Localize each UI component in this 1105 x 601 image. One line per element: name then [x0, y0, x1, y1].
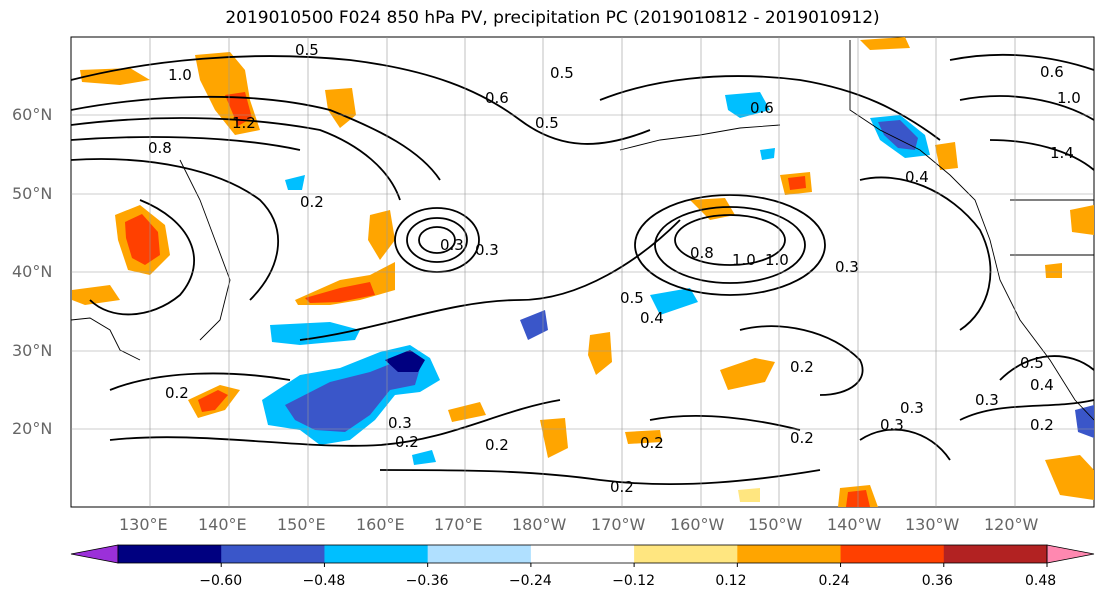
- contour-label: 1.0: [765, 251, 789, 269]
- colorbar-tick-label: 0.12: [715, 573, 747, 589]
- contour-label: 0.5: [1020, 354, 1044, 372]
- latitude-label: 30°N: [12, 341, 53, 360]
- longitude-label: 160°W: [670, 515, 725, 534]
- colorbar-tick-label: 0.48: [1025, 573, 1057, 589]
- contour-label: 1.0: [1057, 89, 1081, 107]
- longitude-label: 130°E: [119, 515, 168, 534]
- precip-shading: [72, 37, 1094, 507]
- contour-label: 0.5: [620, 289, 644, 307]
- colorbar-outline: [117, 544, 1048, 564]
- colorbar-tick-label: −0.48: [302, 573, 346, 589]
- colorbar-segment: [427, 545, 532, 563]
- contour-label: 0.6: [1040, 63, 1064, 81]
- contour-label: 0.3: [440, 236, 464, 254]
- colorbar-segment: [840, 545, 945, 563]
- gridlines: [71, 37, 1094, 507]
- contour-label: 0.3: [388, 414, 412, 432]
- figure-title: 2019010500 F024 850 hPa PV, precipitatio…: [225, 8, 880, 28]
- longitude-label: 130°W: [905, 515, 960, 534]
- contour-label: 0.2: [790, 429, 814, 447]
- longitude-label: 140°E: [198, 515, 247, 534]
- colorbar-tick-label: 0.24: [818, 573, 850, 589]
- contour-label: 0.5: [295, 41, 319, 59]
- contour-label: 0.2: [1030, 416, 1054, 434]
- colorbar: [70, 544, 1095, 567]
- contour-label: 0.2: [395, 433, 419, 451]
- latitude-label: 40°N: [12, 262, 53, 281]
- longitude-label: 150°W: [748, 515, 803, 534]
- contour-label: 0.4: [905, 168, 929, 186]
- contour-label: 0.5: [550, 64, 574, 82]
- longitude-label: 170°E: [434, 515, 483, 534]
- contour-label: 0.2: [300, 193, 324, 211]
- contour-label: 0.5: [535, 114, 559, 132]
- longitude-label: 150°E: [277, 515, 326, 534]
- contour-label: 0.2: [790, 358, 814, 376]
- longitude-label: 140°W: [827, 515, 882, 534]
- contour-labels: 1.00.50.60.81.2 0.50.30.20.61.01.40.40.30…: [148, 41, 1081, 496]
- colorbar-segment: [530, 545, 635, 563]
- contour-label: 0.3: [475, 241, 499, 259]
- colorbar-tick-label: −0.24: [508, 573, 552, 589]
- contour-label: 1.0: [168, 66, 192, 84]
- contour-label: 0.2: [610, 478, 634, 496]
- latitude-label: 50°N: [12, 184, 53, 203]
- contour-label: 1.0: [732, 251, 756, 269]
- colorbar-tick-label: 0.36: [921, 573, 953, 589]
- colorbar-extend-low: [70, 544, 119, 564]
- colorbar-tick-label: −0.12: [612, 573, 656, 589]
- latitude-label: 60°N: [12, 105, 53, 124]
- latitude-label: 20°N: [12, 419, 53, 438]
- contour-label: 0.3: [835, 258, 859, 276]
- colorbar-tick-label: −0.60: [199, 573, 243, 589]
- contour-label: 0.3: [975, 391, 999, 409]
- contour-label: 0.6: [485, 89, 509, 107]
- longitude-label: 160°E: [356, 515, 405, 534]
- colorbar-segment: [634, 545, 738, 563]
- longitude-label: 120°W: [984, 515, 1039, 534]
- contour-label: 0.2: [640, 434, 664, 452]
- colorbar-segment: [737, 545, 842, 563]
- contour-label: 0.4: [640, 309, 664, 327]
- colorbar-segment: [221, 545, 325, 563]
- contour-label: 0.3: [880, 416, 904, 434]
- longitude-label: 170°W: [591, 515, 646, 534]
- contour-label: 0.8: [148, 139, 172, 157]
- contour-label: 1.2: [232, 114, 256, 132]
- colorbar-segment: [324, 545, 429, 563]
- colorbar-segment: [118, 545, 222, 563]
- coastlines: [70, 40, 1095, 421]
- contour-label: 0.6: [750, 99, 774, 117]
- pv-contours: [70, 53, 1095, 486]
- contour-label: 0.3: [900, 399, 924, 417]
- contour-label: 0.2: [485, 436, 509, 454]
- contour-label: 0.8: [690, 244, 714, 262]
- contour-label: 0.2: [165, 384, 189, 402]
- colorbar-segment: [943, 545, 1048, 563]
- colorbar-extend-high: [1046, 544, 1095, 564]
- colorbar-tick-label: −0.36: [405, 573, 449, 589]
- contour-label: 1.4: [1050, 144, 1074, 162]
- contour-label: 0.4: [1030, 376, 1054, 394]
- longitude-label: 180°W: [512, 515, 567, 534]
